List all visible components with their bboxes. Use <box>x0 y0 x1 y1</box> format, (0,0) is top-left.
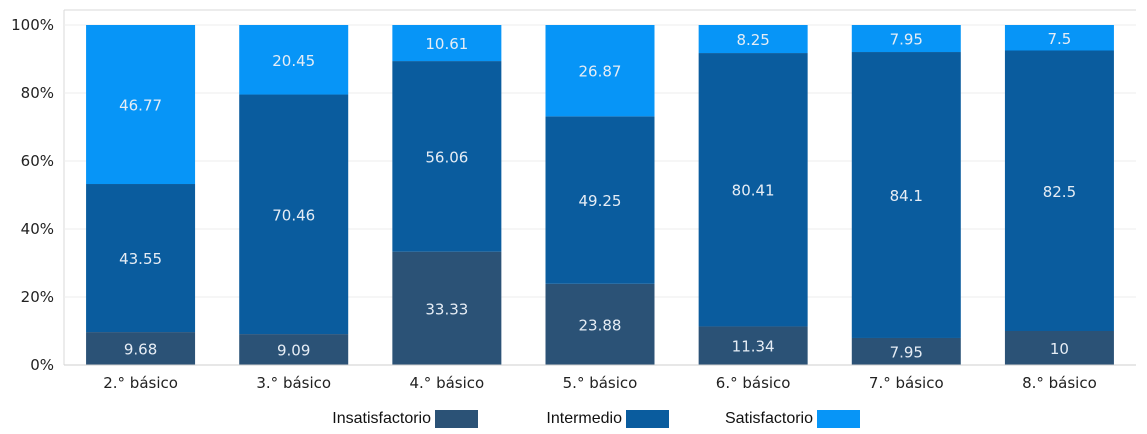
bar-segment <box>392 25 502 62</box>
data-label: 7.95 <box>890 343 923 361</box>
bar-segment <box>1004 331 1114 365</box>
data-label: 7.95 <box>890 31 923 49</box>
bar-segment <box>851 337 961 365</box>
bar-segment <box>1004 50 1114 331</box>
legend: Insatisfactorio Intermedio Satisfactorio <box>332 410 860 428</box>
legend-label: Insatisfactorio <box>332 410 431 427</box>
data-label: 33.33 <box>425 300 468 318</box>
legend-swatch <box>435 410 478 428</box>
data-label: 10.61 <box>425 35 468 53</box>
x-tick-label: 4.° básico <box>410 374 485 392</box>
data-label: 8.25 <box>736 31 769 49</box>
data-label: 26.87 <box>579 63 622 81</box>
y-tick-label: 0% <box>30 356 54 374</box>
data-label: 84.1 <box>890 187 923 205</box>
legend-swatch <box>817 410 860 428</box>
bar-segment <box>86 332 196 365</box>
bar-segment <box>851 52 961 338</box>
y-tick-label: 20% <box>21 288 54 306</box>
bars: 9.68 43.55 46.77 9.09 70.46 20.45 33.33 56.06 10… <box>86 25 1114 365</box>
bar-segment <box>698 53 808 327</box>
x-tick-label: 5.° básico <box>563 374 638 392</box>
legend-label: Intermedio <box>546 410 622 427</box>
bar-segment <box>698 25 808 54</box>
bar-segment <box>239 25 349 95</box>
data-label: 9.68 <box>124 341 157 359</box>
data-label: 7.5 <box>1047 30 1071 48</box>
data-label: 82.5 <box>1043 183 1076 201</box>
bar-segment <box>86 25 196 185</box>
y-tick-label: 60% <box>21 152 54 170</box>
bar-segment <box>698 326 808 365</box>
data-label: 9.09 <box>277 342 310 360</box>
legend-label: Satisfactorio <box>725 410 813 427</box>
data-label: 11.34 <box>732 338 775 356</box>
y-axis: 0% 20% 40% 60% 80% 100% <box>11 16 54 374</box>
bar-segment <box>392 251 502 365</box>
x-tick-label: 3.° básico <box>256 374 331 392</box>
bar-segment <box>392 61 502 252</box>
data-label: 23.88 <box>579 316 622 334</box>
legend-swatch <box>626 410 669 428</box>
bar-segment <box>545 116 655 284</box>
x-tick-label: 7.° básico <box>869 374 944 392</box>
data-label: 10 <box>1050 340 1069 358</box>
bar-segment <box>86 184 196 333</box>
data-label: 56.06 <box>425 148 468 166</box>
data-label: 20.45 <box>272 52 315 70</box>
bar-segment <box>239 94 349 335</box>
data-label: 46.77 <box>119 97 162 115</box>
x-tick-label: 8.° básico <box>1022 374 1097 392</box>
data-label: 80.41 <box>732 182 775 200</box>
bar-segment <box>1004 25 1114 51</box>
bar-segment <box>545 283 655 365</box>
bar-segment <box>851 25 961 53</box>
x-axis: 2.° básico 3.° básico 4.° básico 5.° básico… <box>64 364 1136 392</box>
y-tick-label: 80% <box>21 84 54 102</box>
x-tick-label: 2.° básico <box>103 374 178 392</box>
data-label: 43.55 <box>119 250 162 268</box>
x-tick-label: 6.° básico <box>716 374 791 392</box>
data-label: 70.46 <box>272 206 315 224</box>
bar-segment <box>239 334 349 365</box>
y-tick-label: 100% <box>11 16 54 34</box>
y-tick-label: 40% <box>21 220 54 238</box>
data-label: 49.25 <box>579 192 622 210</box>
bar-segment <box>545 25 655 117</box>
